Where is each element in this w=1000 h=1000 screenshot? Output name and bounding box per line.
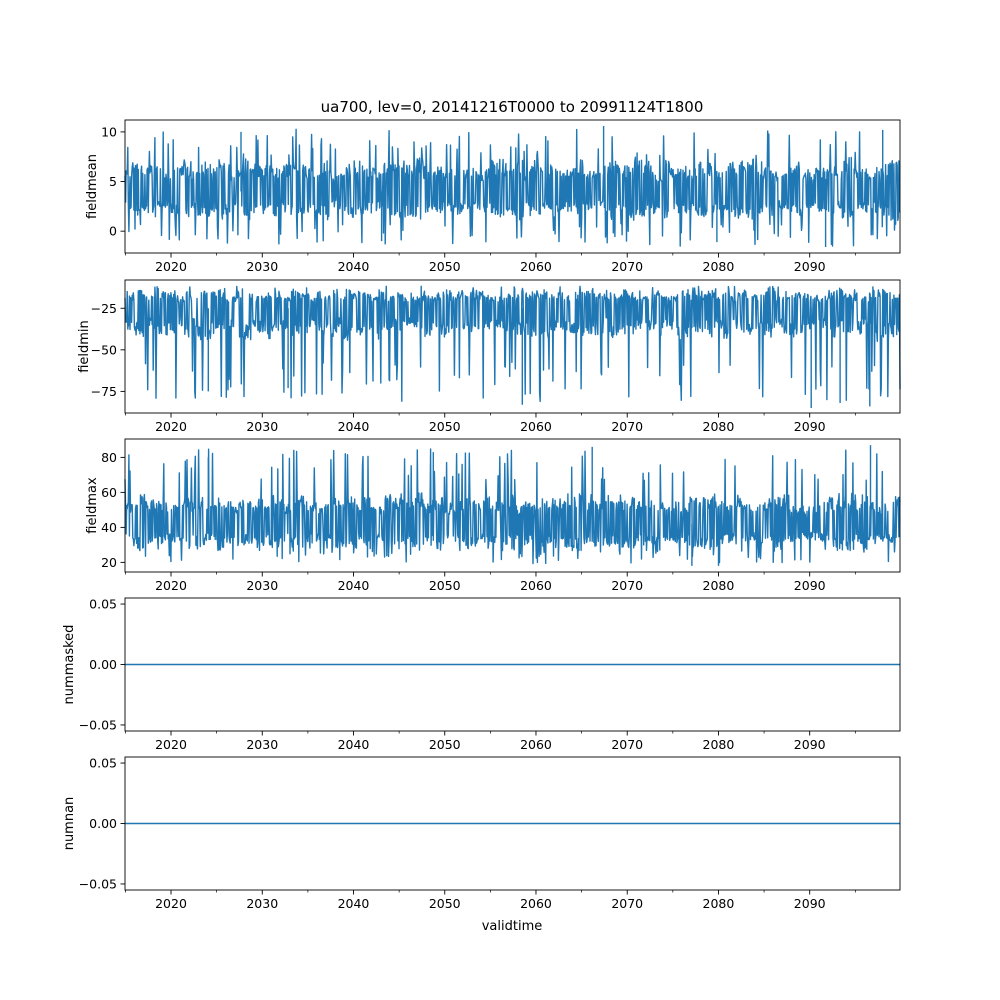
x-axis-label: validtime — [482, 919, 543, 934]
x-tick-label: 2050 — [429, 419, 461, 434]
subplot-numnan: 2020 2030 2040 2050 2060 2070 2080 2090 −0.05 0.0… — [62, 756, 901, 911]
y-tick-label: 0.05 — [89, 597, 117, 612]
x-tick-label: 2080 — [703, 419, 735, 434]
x-tick-label: 2080 — [703, 737, 735, 752]
y-tick-label: −0.05 — [79, 876, 117, 891]
y-tick-label: −0.05 — [79, 717, 117, 732]
x-tick-label: 2020 — [155, 259, 187, 274]
x-tick-label: 2070 — [611, 896, 643, 911]
y-tick-label: 0.00 — [89, 657, 117, 672]
y-tick-label: −50 — [91, 342, 117, 357]
x-tick-label: 2050 — [429, 578, 461, 593]
y-tick-label: 0.00 — [89, 816, 117, 831]
x-tick-label: 2090 — [794, 259, 826, 274]
plot-frame — [124, 119, 901, 254]
y-tick-label: 10 — [101, 124, 117, 139]
x-tick-label: 2030 — [246, 737, 278, 752]
subplots: 2020 2030 2040 2050 2060 2070 2080 20900510fiel… — [62, 119, 901, 911]
plot-frame — [124, 279, 901, 414]
x-tick-label: 2070 — [611, 419, 643, 434]
y-tick-label: 80 — [101, 450, 117, 465]
subplot-fieldmin: 2020 2030 2040 2050 2060 2070 2080 2090 −75 −50 −2… — [77, 279, 901, 434]
x-tick-label: 2020 — [155, 896, 187, 911]
x-tick-label: 2080 — [703, 578, 735, 593]
subplot-fieldmean: 2020 2030 2040 2050 2060 2070 2080 2090 0 5 10fiel… — [85, 119, 901, 274]
y-axis-label: nummasked — [62, 625, 77, 705]
y-tick-label: 20 — [101, 555, 117, 570]
x-tick-label: 2050 — [429, 737, 461, 752]
y-tick-label: 5 — [109, 174, 117, 189]
subplot-nummasked: 2020 2030 2040 2050 2060 2070 2080 2090 −0.05 0.0… — [62, 597, 901, 752]
series-line-fieldmin — [124, 285, 901, 408]
x-tick-label: 2040 — [338, 419, 370, 434]
y-tick-label: −75 — [91, 384, 117, 399]
x-tick-label: 2020 — [155, 578, 187, 593]
x-tick-label: 2060 — [520, 578, 552, 593]
x-tick-label: 2090 — [794, 419, 826, 434]
x-tick-label: 2060 — [520, 737, 552, 752]
x-tick-label: 2030 — [246, 896, 278, 911]
x-tick-label: 2070 — [611, 578, 643, 593]
y-tick-label: 0 — [109, 224, 117, 239]
x-tick-label: 2030 — [246, 259, 278, 274]
x-tick-label: 2040 — [338, 259, 370, 274]
x-tick-label: 2050 — [429, 896, 461, 911]
x-tick-label: 2070 — [611, 737, 643, 752]
x-tick-label: 2060 — [520, 259, 552, 274]
x-tick-label: 2040 — [338, 737, 370, 752]
series-line-fieldmax — [124, 445, 901, 566]
x-tick-label: 2030 — [246, 578, 278, 593]
y-axis-label: numnan — [62, 797, 77, 851]
series-line-fieldmean — [124, 126, 901, 247]
x-tick-label: 2080 — [703, 259, 735, 274]
x-tick-label: 2020 — [155, 737, 187, 752]
plot-frame — [124, 438, 901, 573]
x-tick-label: 2090 — [794, 737, 826, 752]
x-tick-label: 2040 — [338, 578, 370, 593]
x-tick-label: 2020 — [155, 419, 187, 434]
y-tick-label: 40 — [101, 520, 117, 535]
x-tick-label: 2070 — [611, 259, 643, 274]
x-tick-label: 2090 — [794, 896, 826, 911]
y-tick-label: −25 — [91, 301, 117, 316]
x-tick-label: 2060 — [520, 896, 552, 911]
chart-title: ua700, lev=0, 20141216T0000 to 20991124T… — [321, 98, 704, 116]
x-tick-label: 2030 — [246, 419, 278, 434]
y-axis-label: fieldmin — [77, 320, 92, 373]
y-tick-label: 0.05 — [89, 756, 117, 771]
y-tick-label: 60 — [101, 485, 117, 500]
x-tick-label: 2080 — [703, 896, 735, 911]
y-axis-label: fieldmax — [85, 477, 100, 534]
x-tick-label: 2050 — [429, 259, 461, 274]
x-tick-label: 2090 — [794, 578, 826, 593]
x-tick-label: 2060 — [520, 419, 552, 434]
subplot-fieldmax: 2020 2030 2040 2050 2060 2070 2080 209020406080… — [85, 438, 901, 593]
y-axis-label: fieldmean — [85, 154, 100, 219]
x-tick-label: 2040 — [338, 896, 370, 911]
